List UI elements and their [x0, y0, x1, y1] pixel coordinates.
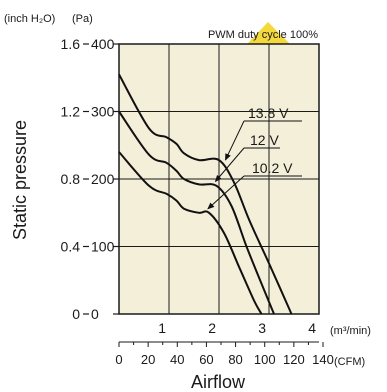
- x-tick-labels: 1 2 3 40 20 40 60 80 100 120 140: [115, 320, 333, 367]
- y-tick-label-pa: 100: [91, 239, 115, 255]
- x-unit-primary: (m³/min): [330, 325, 371, 337]
- y-tick-label-inch: 0.8: [61, 171, 81, 187]
- curve-13-8-V: [118, 73, 293, 315]
- y-axis-title: Static pressure: [10, 120, 30, 240]
- series-label-leader: [225, 120, 245, 161]
- series-label: 10.2 V: [252, 160, 293, 176]
- y-tick-label-pa: 400: [91, 36, 115, 52]
- x-tick-label-secondary: 0: [115, 352, 122, 367]
- curves: [118, 73, 293, 315]
- series-labels: 13.8 V 12 V 10.2 V: [207, 105, 302, 210]
- x-tick-label-primary: 3: [258, 320, 266, 336]
- x-tick-label-primary: 1: [158, 320, 166, 336]
- y-tick-label-inch: 0: [72, 306, 80, 322]
- y-tick-label-pa: 300: [91, 104, 115, 120]
- x-tick-label-primary: 4: [308, 320, 316, 336]
- pwm-annotation: PWM duty cycle 100%: [208, 29, 318, 41]
- y-unit-inch: (inch H₂O): [4, 13, 55, 25]
- series-label-leader: [207, 175, 245, 210]
- x-tick-label-primary: 2: [208, 320, 216, 336]
- curve-10-2-V: [118, 151, 263, 315]
- x-axis-title: Airflow: [191, 372, 246, 392]
- x-tick-label-secondary: 140: [312, 352, 334, 367]
- x-tick-label-secondary: 40: [170, 352, 184, 367]
- series-label-leader: [214, 147, 245, 183]
- y-unit-pa: (Pa): [72, 13, 93, 25]
- series-label: 12 V: [250, 132, 279, 148]
- y-tick-label-inch: 1.6: [61, 36, 81, 52]
- y-tick-label-inch: 0.4: [61, 239, 81, 255]
- x-tick-label-secondary: 80: [228, 352, 242, 367]
- x-tick-label-secondary: 120: [283, 352, 305, 367]
- x-tick-label-secondary: 100: [254, 352, 276, 367]
- y-tick-label-pa: 0: [91, 306, 99, 322]
- y-tick-label-pa: 200: [91, 171, 115, 187]
- x-unit-secondary: (CFM): [334, 356, 365, 368]
- y-tick-label-inch: 1.2: [61, 104, 81, 120]
- y-tick-labels: 0 0 0.4 100 0.8 200 1.2 300 1.6 400: [61, 36, 119, 322]
- x-tick-label-secondary: 60: [199, 352, 213, 367]
- curve-12-V: [118, 110, 275, 315]
- x-tick-label-secondary: 20: [141, 352, 155, 367]
- series-label: 13.8 V: [248, 105, 289, 121]
